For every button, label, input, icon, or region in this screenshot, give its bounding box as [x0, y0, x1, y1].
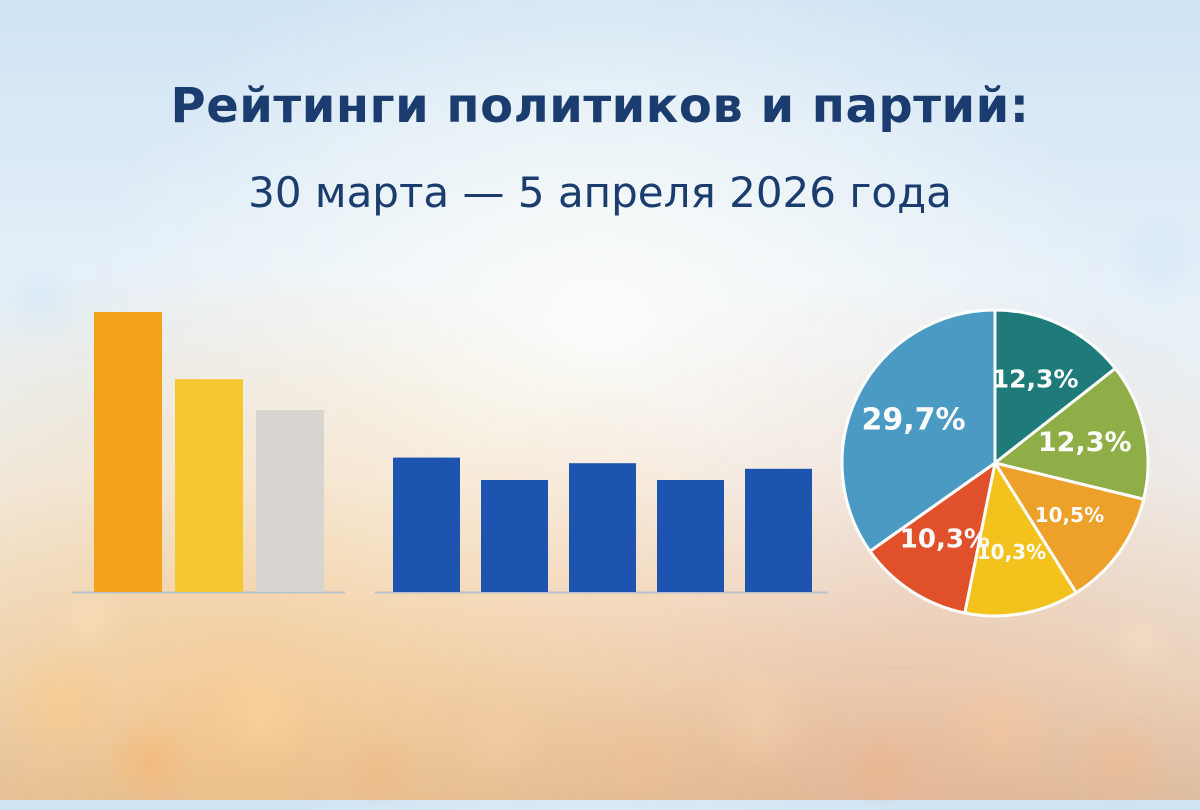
pie-slice: [991, 460, 1146, 595]
pie-slice: [867, 459, 998, 615]
bar: [256, 410, 324, 592]
bar: [481, 480, 548, 592]
pie-slice-label: 12,3%: [1038, 427, 1132, 458]
page-subtitle: 30 марта — 5 апреля 2026 года: [248, 168, 952, 217]
pie-slice: [993, 308, 1118, 467]
bar-chart-politicians: [72, 312, 345, 594]
bar: [94, 312, 162, 592]
pie-slice-label: 10,5%: [1035, 503, 1104, 527]
pie-slice-label: 12,3%: [992, 364, 1079, 393]
bar: [175, 379, 243, 592]
bar-chart-parties: [375, 457, 828, 594]
pie-slice-label: 29,7%: [861, 402, 965, 437]
bar: [569, 463, 636, 592]
page-title: Рейтинги политиков и партий:: [170, 78, 1030, 134]
bar: [657, 480, 724, 592]
pie-slice: [963, 459, 1079, 618]
bar: [745, 468, 812, 592]
bar: [393, 457, 460, 592]
pie-slice: [991, 366, 1150, 502]
pie-chart: 12,3% 12,3% 10,5% 10,3%10,3% 29,7%: [840, 308, 1150, 618]
pie-slice: [840, 308, 997, 554]
pie-slice-label: 10,3%: [900, 524, 990, 554]
pie-slice-label: 10,3%: [977, 540, 1046, 564]
